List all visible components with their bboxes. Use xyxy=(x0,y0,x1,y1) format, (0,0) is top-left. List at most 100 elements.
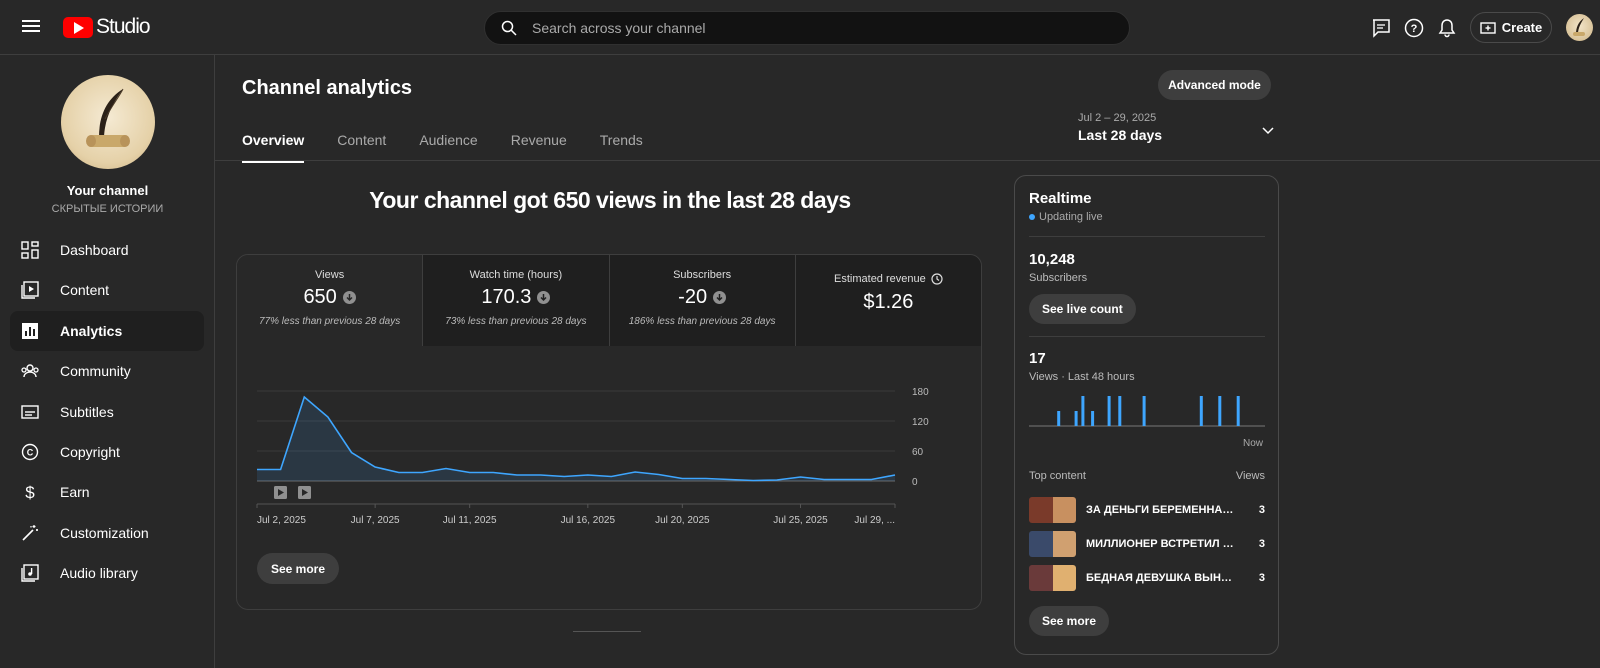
video-title: МИЛЛИОНЕР ВСТРЕТИЛ СВ... xyxy=(1086,538,1238,550)
sidebar-item-earn[interactable]: $ Earn xyxy=(10,472,204,512)
metric-title: Watch time (hours) xyxy=(469,269,563,281)
views-column-label: Views xyxy=(1235,470,1265,482)
series-line xyxy=(257,395,896,482)
sidebar-item-content[interactable]: Content xyxy=(10,270,204,310)
channel-name: СКРЫТЫЕ ИСТОРИИ xyxy=(51,203,164,215)
metric-title: Estimated revenue xyxy=(834,273,926,285)
realtime-bar[interactable] xyxy=(1074,411,1078,426)
clock-icon xyxy=(931,273,943,285)
top-content-header: Top content Views xyxy=(1029,470,1265,482)
audio-library-icon xyxy=(21,564,39,582)
realtime-bar[interactable] xyxy=(1199,396,1203,426)
sidebar-item-label: Subtitles xyxy=(60,403,114,420)
realtime-bar[interactable] xyxy=(1081,396,1085,426)
arrow-down-icon xyxy=(342,291,356,304)
content-icon xyxy=(21,281,39,300)
copyright-icon: C xyxy=(21,443,39,461)
sidebar-item-label: Analytics xyxy=(60,322,123,339)
subtitles-icon xyxy=(21,404,39,419)
community-icon xyxy=(21,364,39,378)
menu-icon[interactable] xyxy=(22,17,42,37)
sidebar-item-copyright[interactable]: C Copyright xyxy=(10,432,204,472)
search-input[interactable] xyxy=(532,12,1092,44)
sidebar-item-label: Dashboard xyxy=(60,242,129,258)
sidebar-item-analytics[interactable]: Analytics xyxy=(10,310,204,351)
see-more-button[interactable]: See more xyxy=(257,553,340,584)
sidebar-item-customization[interactable]: Customization xyxy=(10,513,204,553)
realtime-bar[interactable] xyxy=(1118,396,1122,426)
tab-audience[interactable]: Audience xyxy=(419,132,478,148)
video-views: 3 xyxy=(1258,504,1265,516)
sidebar-item-label: Earn xyxy=(60,484,90,501)
video-title: ЗА ДЕНЬГИ БЕРЕМЕННАЯ ... xyxy=(1086,504,1238,516)
x-tick-label: Jul 7, 2025 xyxy=(351,515,400,526)
realtime-bar[interactable] xyxy=(1218,396,1222,426)
tab-revenue[interactable]: Revenue xyxy=(510,132,567,148)
top-content-row[interactable]: БЕДНАЯ ДЕВУШКА ВЫНУЖ... 3 xyxy=(1029,564,1265,592)
date-range-text: Jul 2 – 29, 2025 xyxy=(1078,112,1157,124)
create-button[interactable]: Create xyxy=(1470,12,1552,43)
realtime-bar[interactable] xyxy=(1057,411,1061,426)
live-dot-icon xyxy=(1029,214,1035,220)
realtime-bar[interactable] xyxy=(1236,396,1240,426)
x-tick-label: Jul 11, 2025 xyxy=(443,515,497,526)
svg-text:?: ? xyxy=(1411,23,1418,35)
metric-views[interactable]: Views 650 77% less than previous 28 days xyxy=(237,255,424,346)
main-content: Channel analytics Advanced mode Overview… xyxy=(215,55,1600,668)
sidebar-item-subtitles[interactable]: Subtitles xyxy=(10,392,204,432)
sidebar: Your channel СКРЫТЫЕ ИСТОРИИ Dashboard C… xyxy=(0,55,215,668)
top-bar: Studio ? Create xyxy=(0,0,1600,55)
help-icon[interactable]: ? xyxy=(1403,17,1425,39)
search-icon xyxy=(501,20,517,36)
arrow-down-icon xyxy=(537,291,551,304)
live-label: Updating live xyxy=(1039,211,1103,223)
date-range-selector[interactable]: Jul 2 – 29, 2025 Last 28 days xyxy=(1078,112,1278,152)
realtime-bar[interactable] xyxy=(1142,396,1146,426)
x-tick-label: Jul 29, ... xyxy=(854,515,895,526)
date-range-label: Last 28 days xyxy=(1078,127,1163,143)
metric-value: $1.26 xyxy=(863,291,914,313)
top-content-row[interactable]: ЗА ДЕНЬГИ БЕРЕМЕННАЯ ... 3 xyxy=(1029,496,1265,524)
tab-content[interactable]: Content xyxy=(337,132,387,148)
sidebar-item-label: Content xyxy=(60,282,110,299)
see-live-count-button[interactable]: See live count xyxy=(1029,294,1136,324)
y-tick-label: 60 xyxy=(912,447,924,458)
x-tick-label: Jul 2, 2025 xyxy=(257,515,306,526)
metric-subscribers[interactable]: Subscribers -20 186% less than previous … xyxy=(609,255,796,346)
sidebar-item-dashboard[interactable]: Dashboard xyxy=(10,230,204,270)
tab-overview[interactable]: Overview xyxy=(242,132,305,163)
now-label: Now xyxy=(1243,438,1264,449)
sidebar-item-label: Community xyxy=(60,363,131,380)
headline: Your channel got 650 views in the last 2… xyxy=(369,187,851,213)
account-avatar[interactable] xyxy=(1566,14,1593,41)
studio-logo[interactable]: Studio xyxy=(63,15,151,39)
feedback-icon[interactable] xyxy=(1370,17,1392,39)
play-icon xyxy=(278,489,284,496)
svg-text:C: C xyxy=(27,447,34,457)
scroll-indicator xyxy=(573,631,641,632)
subscribers-label: Subscribers xyxy=(1029,272,1088,284)
sidebar-item-community[interactable]: Community xyxy=(10,351,204,391)
arrow-down-icon xyxy=(713,291,727,304)
sidebar-item-label: Audio library xyxy=(60,565,138,582)
realtime-bar[interactable] xyxy=(1091,411,1095,426)
metric-comparison: 77% less than previous 28 days xyxy=(259,316,401,327)
metric-estimated-revenue[interactable]: Estimated revenue $1.26 xyxy=(795,255,981,346)
notifications-icon[interactable] xyxy=(1436,17,1458,39)
sidebar-item-audio-library[interactable]: Audio library xyxy=(10,553,204,593)
realtime-bar[interactable] xyxy=(1107,396,1111,426)
channel-avatar[interactable] xyxy=(61,75,155,169)
tab-trends[interactable]: Trends xyxy=(599,132,643,148)
live-status: Updating live xyxy=(1029,211,1103,223)
realtime-views-count: 17 xyxy=(1029,350,1046,367)
search-bar[interactable] xyxy=(484,11,1130,45)
top-content-row[interactable]: МИЛЛИОНЕР ВСТРЕТИЛ СВ... 3 xyxy=(1029,530,1265,558)
realtime-see-more-button[interactable]: See more xyxy=(1029,606,1110,636)
x-tick-label: Jul 16, 2025 xyxy=(561,515,616,526)
video-thumbnail xyxy=(1029,531,1076,557)
create-video-icon xyxy=(1480,21,1496,34)
metric-value: -20 xyxy=(678,286,708,308)
advanced-mode-button[interactable]: Advanced mode xyxy=(1158,70,1271,100)
sidebar-item-label: Copyright xyxy=(60,443,120,460)
metric-watch-time[interactable]: Watch time (hours) 170.3 73% less than p… xyxy=(423,255,610,346)
